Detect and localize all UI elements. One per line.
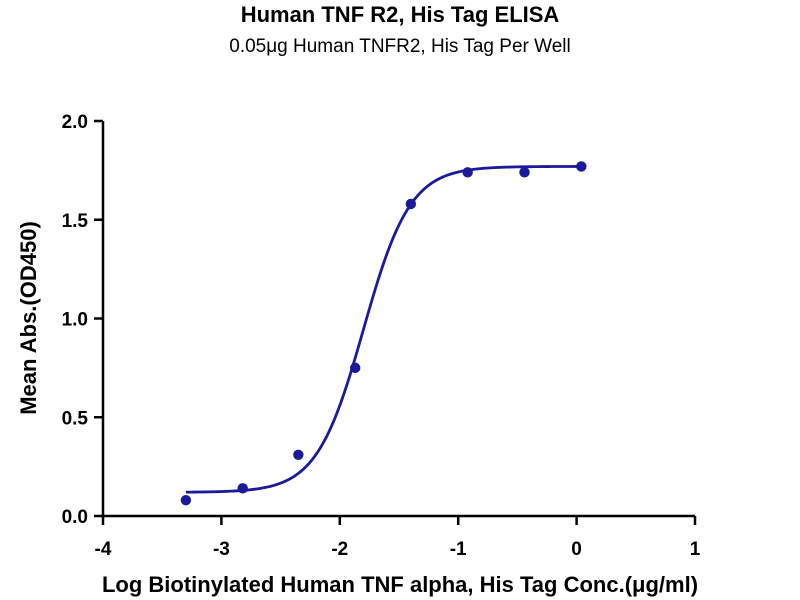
y-tick-label: 2.0: [62, 112, 88, 133]
x-tick-label: -4: [95, 539, 112, 560]
y-tick-label: 0.0: [62, 507, 88, 528]
data-points-layer: [180, 161, 587, 506]
data-point: [349, 362, 361, 374]
data-point: [462, 167, 473, 178]
y-tick-label: 0.5: [62, 408, 89, 429]
data-point: [519, 167, 530, 178]
x-axis-title: Log Biotinylated Human TNF alpha, His Ta…: [102, 572, 698, 597]
fit-curve-layer: [185, 165, 582, 494]
data-point: [576, 161, 587, 172]
axes: 0.0 0.5 1.0 1.5 2.0 -4 -3 -2 -1 0 1: [62, 112, 701, 560]
x-tick-label: 0: [571, 539, 582, 560]
data-point: [293, 449, 304, 460]
x-tick-label: -3: [213, 539, 230, 560]
data-point: [237, 483, 248, 494]
y-tick-label: 1.0: [62, 310, 88, 331]
x-tick-label: -2: [331, 539, 348, 560]
chart-subtitle: 0.05μg Human TNFR2, His Tag Per Well: [229, 36, 571, 57]
chart-title: Human TNF R2, His Tag ELISA: [240, 2, 560, 27]
x-tick-label: -1: [450, 539, 467, 560]
y-axis-title: Mean Abs.(OD450): [16, 221, 41, 415]
y-tick-label: 1.5: [62, 211, 89, 232]
data-point: [180, 495, 192, 506]
data-point: [405, 198, 417, 210]
x-tick-label: 1: [690, 539, 701, 560]
fit-curve: [185, 165, 582, 494]
